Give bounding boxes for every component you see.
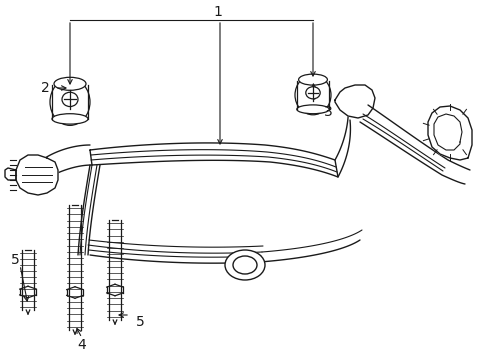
Ellipse shape [296,105,328,114]
Text: 5: 5 [11,253,20,267]
Polygon shape [334,85,374,118]
Text: 5: 5 [135,315,144,329]
Polygon shape [45,145,92,178]
Ellipse shape [232,256,257,274]
Ellipse shape [62,92,78,107]
Ellipse shape [305,87,320,99]
Ellipse shape [54,77,86,90]
Text: 3: 3 [323,105,332,119]
Text: 2: 2 [41,81,49,95]
Text: 1: 1 [213,5,222,19]
Polygon shape [16,155,58,195]
Ellipse shape [294,75,330,115]
Polygon shape [78,165,100,255]
Polygon shape [90,143,337,177]
Text: 4: 4 [78,338,86,352]
Ellipse shape [52,114,88,124]
Ellipse shape [298,74,327,85]
Polygon shape [359,105,469,184]
Ellipse shape [50,78,90,125]
Polygon shape [427,106,471,160]
Polygon shape [5,168,16,180]
Ellipse shape [224,250,264,280]
